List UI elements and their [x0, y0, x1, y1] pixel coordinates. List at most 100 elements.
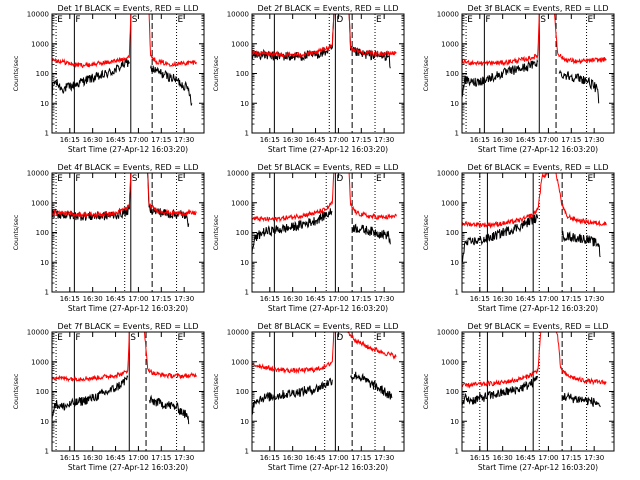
x-axis-label: Start Time (27-Apr-12 16:03:20) [478, 304, 598, 313]
panel-title: Det 2f BLACK = Events, RED = LLD [257, 4, 398, 13]
events-series-line [51, 172, 190, 227]
x-tick-label: 17:30 [174, 136, 194, 144]
y-axis-label: Counts/sec [12, 55, 20, 91]
lld-series-line [51, 13, 197, 69]
events-series-line [251, 208, 333, 254]
x-tick-label: 16:15 [60, 454, 80, 462]
detector-panel: Det 7f BLACK = Events, RED = LLD Counts/s… [12, 322, 205, 472]
x-tick-label: 16:30 [283, 454, 303, 462]
y-tick-label: 100 [446, 388, 459, 396]
lld-series-line [251, 172, 397, 223]
marker-label: F [75, 174, 80, 184]
marker-label: E [588, 333, 594, 343]
x-tick-label: 16:30 [493, 295, 513, 303]
y-axis-label: Counts/sec [12, 373, 20, 409]
x-tick-label: 17:15 [351, 454, 371, 462]
plot-frame [251, 13, 405, 134]
detector-panel: Det 5f BLACK = Events, RED = LLD Counts/s… [212, 163, 405, 313]
plot-frame [461, 13, 615, 134]
y-tick-label: 1000 [231, 358, 249, 366]
marker-label: D [336, 174, 343, 184]
x-axis-label: Start Time (27-Apr-12 16:03:20) [268, 304, 388, 313]
y-tick-label: 100 [36, 229, 49, 237]
x-tick-label: 17:15 [351, 295, 371, 303]
marker-label: E [588, 174, 594, 184]
x-tick-label: 16:30 [283, 136, 303, 144]
x-tick-label: 17:00 [538, 454, 558, 462]
events-series-line [351, 223, 391, 245]
x-tick-label: 16:30 [493, 454, 513, 462]
x-axis-label: Start Time (27-Apr-12 16:03:20) [478, 463, 598, 472]
detector-panel: Det 1f BLACK = Events, RED = LLD Counts/s… [12, 4, 205, 154]
y-axis-label: Counts/sec [212, 55, 220, 91]
y-tick-label: 100 [36, 388, 49, 396]
x-tick-label: 16:15 [470, 136, 490, 144]
x-tick-label: 17:00 [328, 454, 348, 462]
marker-label: S [130, 333, 136, 343]
x-tick-label: 17:00 [128, 295, 148, 303]
x-tick-label: 17:30 [374, 136, 394, 144]
y-tick-label: 1 [245, 289, 249, 297]
plot-frame [461, 172, 615, 293]
y-tick-label: 10 [240, 418, 249, 426]
x-axis-label: Start Time (27-Apr-12 16:03:20) [68, 463, 188, 472]
y-tick-label: 10 [450, 100, 459, 108]
y-axis-label: Counts/sec [422, 373, 430, 409]
detector-panel: Det 3f BLACK = Events, RED = LLD Counts/s… [422, 4, 615, 154]
x-tick-label: 17:30 [584, 295, 604, 303]
plot-frame [51, 331, 205, 452]
x-tick-label: 17:00 [538, 295, 558, 303]
x-axis-label: Start Time (27-Apr-12 16:03:20) [478, 145, 598, 154]
marker-label: E [57, 15, 63, 25]
x-tick-label: 17:30 [584, 454, 604, 462]
y-tick-label: 100 [236, 70, 249, 78]
y-tick-label: 1 [245, 130, 249, 138]
marker-label: E [178, 15, 184, 25]
marker-label: E [178, 174, 184, 184]
x-tick-label: 16:45 [305, 295, 325, 303]
marker-label: E [57, 333, 63, 343]
marker-label: F [75, 333, 80, 343]
detector-panel: Det 9f BLACK = Events, RED = LLD Counts/s… [422, 322, 615, 472]
x-tick-label: 17:30 [584, 136, 604, 144]
lld-series-line [251, 13, 397, 59]
y-tick-label: 10 [40, 259, 49, 267]
x-tick-label: 17:00 [128, 136, 148, 144]
y-tick-label: 10 [40, 418, 49, 426]
x-tick-label: 17:30 [174, 295, 194, 303]
y-tick-label: 1000 [231, 40, 249, 48]
x-axis-label: Start Time (27-Apr-12 16:03:20) [268, 463, 388, 472]
detector-panel: Det 8f BLACK = Events, RED = LLD Counts/s… [212, 322, 405, 472]
x-tick-label: 16:45 [105, 295, 125, 303]
x-axis-label: Start Time (27-Apr-12 16:03:20) [68, 304, 188, 313]
x-tick-label: 17:30 [174, 454, 194, 462]
x-tick-label: 17:15 [151, 454, 171, 462]
x-tick-label: 16:45 [305, 136, 325, 144]
y-tick-label: 10000 [27, 170, 49, 178]
y-tick-label: 1000 [231, 199, 249, 207]
y-tick-label: 1000 [31, 199, 49, 207]
marker-label: E [57, 174, 63, 184]
y-tick-label: 10000 [27, 11, 49, 19]
x-tick-label: 17:00 [538, 136, 558, 144]
lld-series-line [51, 172, 197, 219]
y-tick-label: 1000 [441, 358, 459, 366]
x-tick-label: 17:15 [351, 136, 371, 144]
plot-frame [251, 331, 405, 452]
y-tick-label: 10000 [437, 170, 459, 178]
y-tick-label: 10000 [437, 329, 459, 337]
y-tick-label: 1 [45, 289, 49, 297]
x-tick-label: 16:15 [260, 454, 280, 462]
y-tick-label: 100 [446, 229, 459, 237]
y-tick-label: 1000 [31, 40, 49, 48]
y-tick-label: 10 [450, 418, 459, 426]
panel-title: Det 3f BLACK = Events, RED = LLD [467, 4, 608, 13]
lld-series-line [461, 331, 607, 389]
x-tick-label: 16:45 [105, 136, 125, 144]
x-tick-label: 16:45 [105, 454, 125, 462]
lld-series-line [51, 331, 197, 383]
events-series-line [251, 377, 333, 415]
events-series-line [350, 371, 393, 400]
y-tick-label: 1 [45, 130, 49, 138]
